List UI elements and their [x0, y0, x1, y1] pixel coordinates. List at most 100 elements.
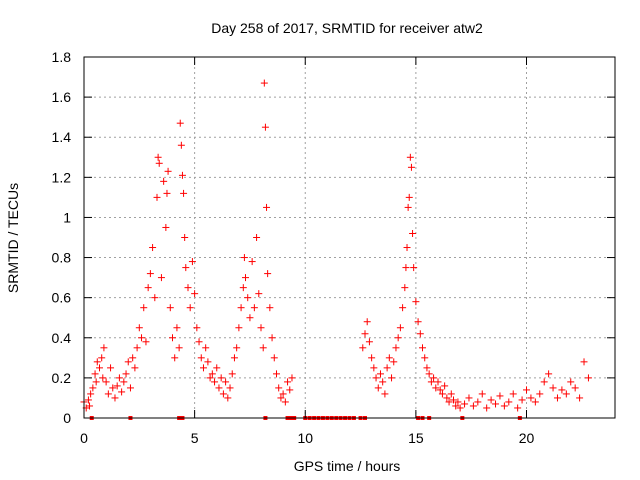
data-point [169, 334, 176, 342]
data-point [407, 163, 415, 171]
data-point [217, 374, 225, 382]
data-point [365, 338, 373, 346]
data-point [394, 334, 402, 342]
data-point [372, 374, 380, 382]
data-point [151, 294, 159, 302]
data-point [261, 123, 269, 131]
data-point [363, 318, 371, 326]
data-point [514, 404, 522, 412]
data-point [509, 390, 517, 398]
data-point [496, 392, 504, 400]
data-point [414, 318, 422, 326]
data-point [456, 404, 464, 412]
data-point [406, 153, 414, 161]
data-point [465, 394, 473, 402]
data-point [545, 370, 553, 378]
data-point [368, 354, 376, 362]
data-point [142, 338, 150, 346]
data-point [584, 374, 592, 382]
data-point [246, 314, 254, 322]
data-point [288, 374, 296, 382]
data-point [379, 378, 387, 386]
data-point [166, 304, 174, 312]
data-point [146, 270, 154, 278]
data-point [182, 264, 190, 272]
data-point [89, 384, 97, 392]
y-tick-label: 1.8 [52, 49, 72, 65]
data-point [222, 378, 230, 386]
data-point [500, 402, 508, 410]
x-tick-label: 5 [191, 430, 199, 446]
x-tick-label: 0 [80, 430, 88, 446]
data-point [445, 398, 453, 406]
data-point [129, 354, 137, 362]
data-point [226, 384, 234, 392]
grid [84, 57, 615, 418]
data-point [492, 400, 500, 408]
data-point [359, 344, 367, 352]
data-point [392, 344, 400, 352]
data-point [228, 370, 236, 378]
data-point [385, 354, 393, 362]
data-point [263, 203, 271, 211]
data-point [163, 189, 171, 197]
data-point [388, 374, 396, 382]
data-point [124, 358, 132, 366]
data-point [403, 244, 411, 252]
data-point [242, 274, 250, 282]
data-point [250, 304, 258, 312]
data-point [427, 378, 435, 386]
data-point [230, 354, 238, 362]
data-point [102, 378, 110, 386]
data-point [204, 358, 212, 366]
data-point [155, 159, 163, 167]
data-point [399, 304, 407, 312]
data-point [562, 390, 570, 398]
data-point [133, 344, 141, 352]
data-point [281, 398, 289, 406]
data-point [257, 324, 265, 332]
data-point [432, 384, 440, 392]
data-point [402, 264, 410, 272]
data-point [153, 193, 161, 201]
data-point [118, 388, 126, 396]
data-point [275, 384, 283, 392]
y-tick-label: 1.2 [52, 169, 72, 185]
data-point [425, 370, 433, 378]
data-point [423, 364, 431, 372]
data-point [478, 390, 486, 398]
data-point [93, 358, 101, 366]
data-point [176, 119, 184, 127]
data-point [454, 398, 462, 406]
data-point [115, 374, 123, 382]
data-point [184, 284, 192, 292]
data-point [284, 378, 292, 386]
data-point [255, 290, 263, 298]
data-point [202, 344, 210, 352]
data-point [104, 390, 112, 398]
data-point [412, 298, 420, 306]
data-point [164, 167, 172, 175]
data-point [409, 229, 417, 237]
data-point [277, 394, 285, 402]
data-point [113, 382, 121, 390]
data-point [111, 394, 119, 402]
data-point [235, 324, 243, 332]
data-point [122, 370, 130, 378]
data-point [109, 384, 117, 392]
data-point [144, 284, 152, 292]
data-point [162, 223, 170, 231]
data-point [505, 398, 513, 406]
data-point [92, 378, 100, 386]
data-point [461, 400, 469, 408]
data-point [193, 324, 201, 332]
data-point [186, 304, 194, 312]
data-point [436, 386, 444, 394]
data-point [536, 390, 544, 398]
data-point [531, 398, 539, 406]
data-point [126, 384, 134, 392]
data-point [410, 264, 418, 272]
x-tick-label: 15 [408, 430, 424, 446]
